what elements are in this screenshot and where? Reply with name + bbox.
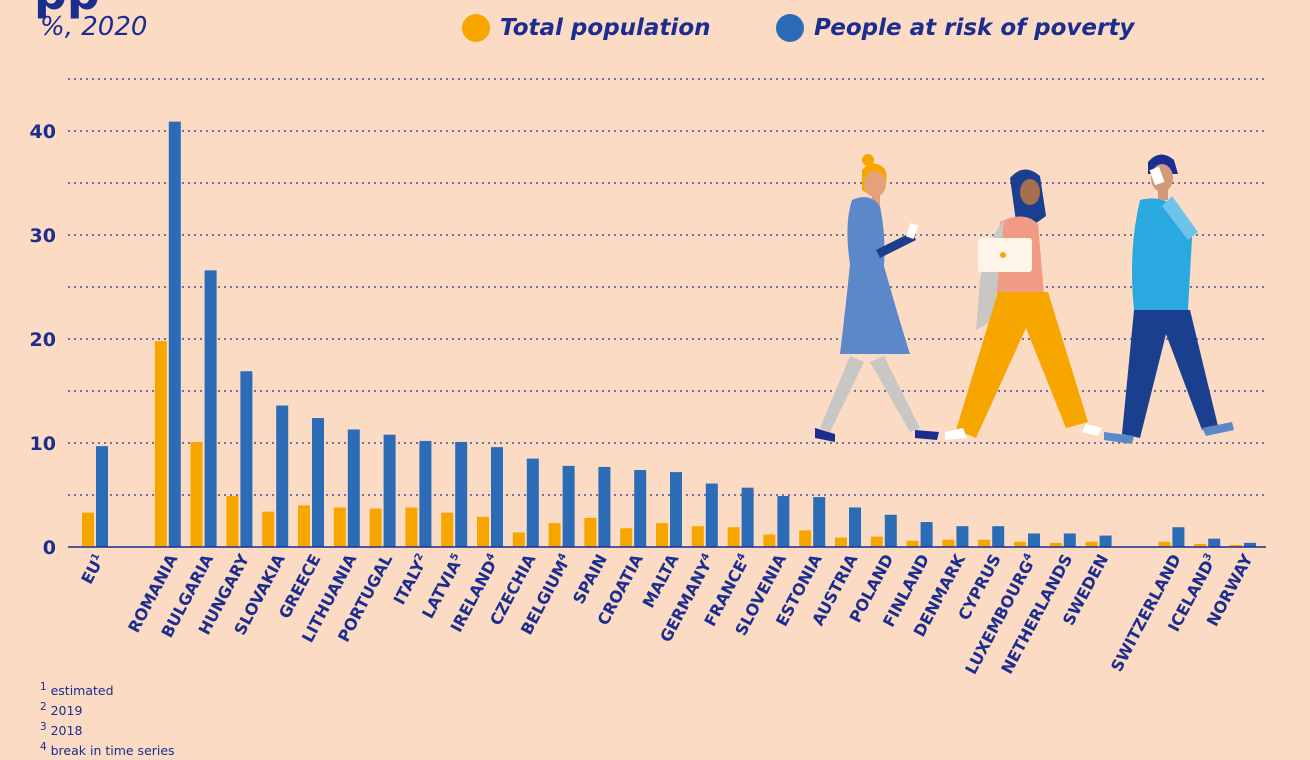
bar-risk-of-poverty: [347, 429, 360, 547]
bar-total-population: [1194, 543, 1207, 547]
bar-total-population: [369, 508, 382, 547]
bar-total-population: [656, 523, 668, 547]
person-with-laptop-illustration: [945, 169, 1102, 440]
x-axis-labels: EU1 ROMANIABULGARIAHUNGARYSLOVAKIAGREECEL…: [77, 550, 1256, 677]
bar-total-population: [727, 527, 740, 547]
bar-risk-of-poverty: [491, 447, 503, 547]
y-tick-label: 30: [30, 225, 56, 247]
footnotes: 1 estimated 2 2019 3 2018 4 break in tim…: [40, 679, 175, 760]
bar-risk-of-poverty: [634, 470, 647, 547]
bar-risk-of-poverty: [849, 507, 861, 547]
bar-total-population: [1049, 542, 1062, 547]
walking-people-illustration: [815, 154, 1234, 444]
bar-total-population: [298, 505, 310, 547]
bar-risk-of-poverty: [96, 446, 108, 547]
bar-risk-of-poverty: [813, 497, 826, 547]
footnote-1: 1 estimated: [40, 681, 114, 699]
bar-total-population: [441, 512, 454, 547]
bar-risk-of-poverty: [562, 465, 575, 547]
bar-risk-of-poverty: [455, 441, 468, 547]
bar-total-population: [190, 441, 203, 547]
bar-total-population: [906, 540, 919, 547]
bar-risk-of-poverty: [419, 440, 432, 547]
legend-label-risk-of-poverty: People at risk of poverty: [814, 15, 1135, 41]
bar-risk-of-poverty: [884, 514, 897, 547]
y-tick-label: 40: [30, 121, 56, 143]
bar-total-population: [799, 530, 812, 547]
bar-total-population: [1085, 541, 1098, 547]
bar-risk-of-poverty: [777, 496, 790, 547]
bar-total-population: [226, 496, 239, 547]
bar-total-population: [333, 507, 346, 547]
y-tick-label: 0: [43, 537, 56, 559]
bar-risk-of-poverty: [276, 405, 289, 547]
bar-risk-of-poverty: [1099, 535, 1112, 547]
bar-total-population: [763, 534, 776, 547]
bar-risk-of-poverty: [741, 487, 754, 547]
bar-risk-of-poverty: [526, 458, 539, 547]
chart-subtitle: %, 2020: [40, 12, 148, 42]
bar-total-population: [405, 507, 418, 547]
bar-risk-of-poverty: [1208, 538, 1221, 547]
legend-swatch-risk-of-poverty: [776, 14, 804, 42]
bar-risk-of-poverty: [1063, 533, 1076, 547]
bar-risk-of-poverty: [1172, 527, 1185, 547]
bar-risk-of-poverty: [168, 121, 181, 547]
bar-total-population: [1014, 541, 1026, 547]
bar-total-population: [835, 537, 847, 547]
footnote-3: 3 2018: [40, 721, 83, 739]
bar-total-population: [512, 532, 525, 547]
bar-risk-of-poverty: [1028, 533, 1040, 547]
y-axis: 0 10 20 30 40: [30, 121, 56, 559]
bar-total-population: [548, 523, 561, 547]
bar-total-population: [978, 539, 991, 547]
bar-risk-of-poverty: [956, 526, 969, 547]
bar-total-population: [82, 512, 94, 547]
bar-risk-of-poverty: [383, 434, 396, 547]
y-tick-label: 20: [30, 329, 56, 351]
x-tick-label: EU1: [77, 551, 108, 587]
bars: [82, 121, 1256, 547]
page-title-fragment: pp: [34, 0, 100, 20]
bar-risk-of-poverty: [204, 270, 217, 547]
bar-risk-of-poverty: [312, 418, 324, 547]
bar-total-population: [477, 516, 489, 547]
legend-swatch-total-population: [462, 14, 490, 42]
legend-item-total-population: Total population: [462, 14, 711, 42]
bar-risk-of-poverty: [992, 526, 1005, 547]
bar-total-population: [154, 341, 167, 547]
person-on-phone-call-illustration: [1104, 154, 1234, 444]
bar-total-population: [1158, 541, 1171, 547]
gridlines: [68, 78, 1266, 496]
bar-total-population: [584, 517, 597, 547]
bar-total-population: [942, 539, 955, 547]
footnote-2: 2 2019: [40, 701, 83, 719]
bar-risk-of-poverty: [240, 371, 253, 547]
y-tick-label: 10: [30, 433, 56, 455]
bar-risk-of-poverty: [705, 483, 718, 547]
bar-risk-of-poverty: [598, 466, 611, 547]
legend-label-total-population: Total population: [500, 15, 711, 41]
bar-risk-of-poverty: [670, 472, 682, 547]
footnote-4: 4 break in time series: [40, 741, 175, 759]
bar-chart: 0 10 20 30 40 EU1 ROMANIABULGARIAHUNGARYSLOVA…: [30, 78, 1266, 677]
legend-item-risk-of-poverty: People at risk of poverty: [776, 14, 1134, 42]
bar-risk-of-poverty: [1244, 542, 1256, 547]
person-reading-phone-illustration: [815, 154, 939, 442]
bar-total-population: [620, 528, 633, 547]
bar-total-population: [691, 526, 704, 547]
bar-total-population: [262, 511, 275, 547]
bar-total-population: [870, 536, 883, 547]
bar-risk-of-poverty: [920, 522, 933, 547]
bar-total-population: [1230, 544, 1242, 547]
